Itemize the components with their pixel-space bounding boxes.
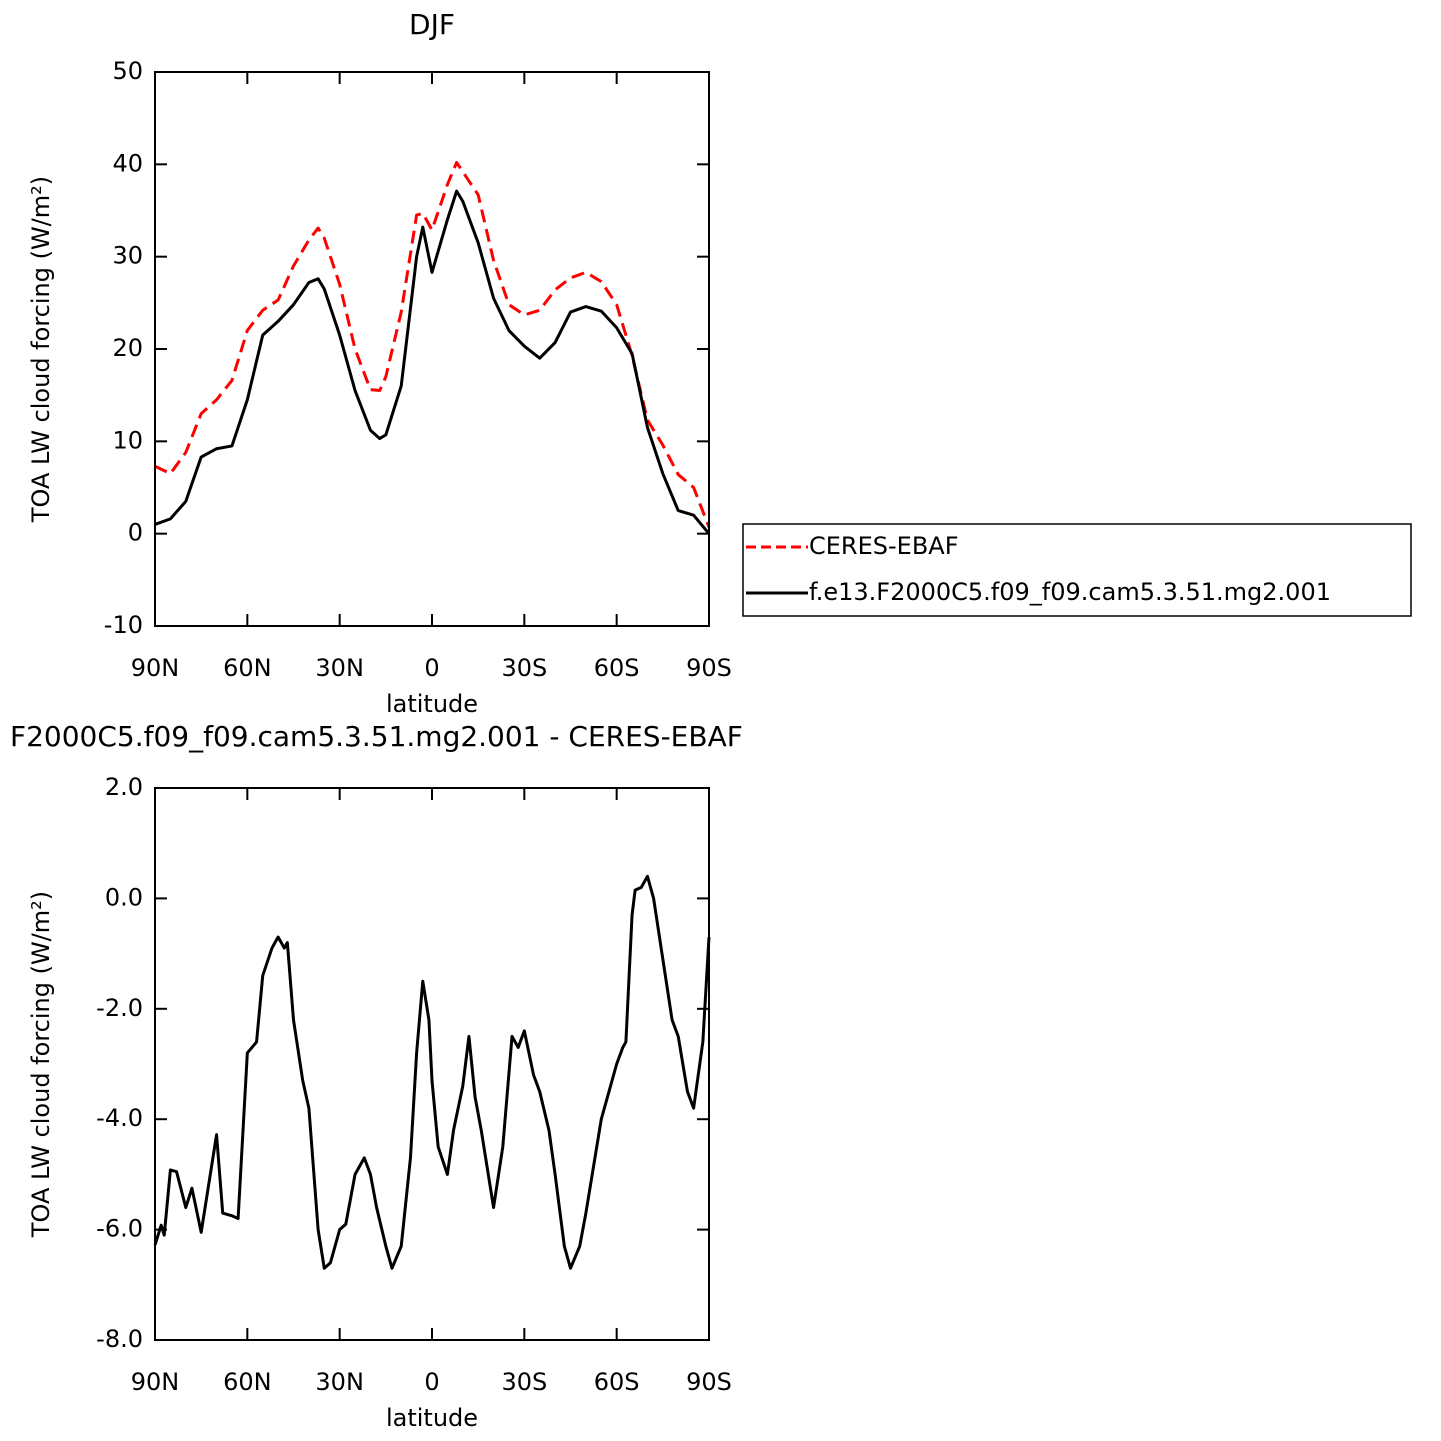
x-tick-label: 90S	[686, 654, 732, 682]
x-tick-label: 60N	[223, 1368, 272, 1396]
x-tick-label: 30N	[315, 654, 364, 682]
x-tick-label: 90N	[131, 1368, 180, 1396]
x-tick-label: 60N	[223, 654, 272, 682]
y-tick-label: 50	[112, 57, 143, 85]
y-tick-label: 0	[128, 519, 143, 547]
x-tick-label: 0	[424, 1368, 439, 1396]
y-tick-label: -4.0	[96, 1104, 143, 1132]
chart-title: DJF	[409, 8, 455, 41]
x-tick-label: 30S	[501, 1368, 547, 1396]
chart-title: F2000C5.f09_f09.cam5.3.51.mg2.001 - CERE…	[10, 720, 743, 753]
x-tick-label: 90N	[131, 654, 180, 682]
y-tick-label: 40	[112, 149, 143, 177]
legend-label: f.e13.F2000C5.f09_f09.cam5.3.51.mg2.001	[809, 578, 1331, 606]
data-line	[154, 189, 711, 535]
y-tick-label: 0.0	[105, 883, 143, 911]
y-tick-label: -6.0	[96, 1215, 143, 1243]
x-axis-label: latitude	[386, 690, 478, 718]
x-tick-label: 60S	[594, 654, 640, 682]
y-tick-label: 2.0	[105, 773, 143, 801]
y-axis-label: TOA LW cloud forcing (W/m²)	[27, 176, 55, 523]
y-tick-label: -2.0	[96, 994, 143, 1022]
y-tick-label: 30	[112, 242, 143, 270]
x-tick-label: 30S	[501, 654, 547, 682]
y-tick-label: -10	[104, 611, 143, 639]
legend-box	[742, 523, 1412, 617]
plot-frame	[154, 787, 710, 1341]
data-line	[153, 874, 711, 1270]
y-axis-label: TOA LW cloud forcing (W/m²)	[27, 891, 55, 1238]
x-tick-label: 90S	[686, 1368, 732, 1396]
legend-label: CERES-EBAF	[809, 532, 959, 560]
plot-frame	[154, 71, 710, 627]
x-axis-label: latitude	[386, 1404, 478, 1432]
x-tick-label: 0	[424, 654, 439, 682]
y-tick-label: 20	[112, 334, 143, 362]
data-line	[154, 160, 711, 528]
x-tick-label: 30N	[315, 1368, 364, 1396]
x-tick-label: 60S	[594, 1368, 640, 1396]
y-tick-label: -8.0	[96, 1325, 143, 1353]
y-tick-label: 10	[112, 426, 143, 454]
